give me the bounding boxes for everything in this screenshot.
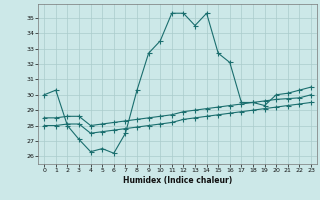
X-axis label: Humidex (Indice chaleur): Humidex (Indice chaleur) (123, 176, 232, 185)
